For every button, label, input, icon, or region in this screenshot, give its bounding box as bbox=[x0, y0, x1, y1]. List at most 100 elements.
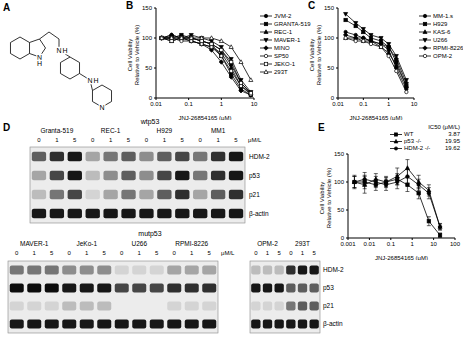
svg-text:5: 5 bbox=[234, 137, 238, 143]
svg-text:5: 5 bbox=[208, 250, 212, 256]
svg-text:H: H bbox=[62, 47, 67, 54]
svg-text:1: 1 bbox=[411, 241, 415, 247]
svg-text:0: 0 bbox=[15, 250, 19, 256]
svg-text:A: A bbox=[3, 2, 10, 13]
svg-text:H929: H929 bbox=[157, 127, 173, 134]
svg-text:0: 0 bbox=[173, 250, 177, 256]
svg-text:0: 0 bbox=[145, 137, 149, 143]
svg-text:0: 0 bbox=[68, 250, 72, 256]
svg-text:p53: p53 bbox=[249, 172, 260, 180]
svg-text:293T: 293T bbox=[295, 240, 310, 247]
svg-text:p21: p21 bbox=[323, 302, 334, 310]
svg-text:5: 5 bbox=[73, 137, 77, 143]
svg-text:RPMI-8226: RPMI-8226 bbox=[175, 240, 208, 247]
svg-text:0.001: 0.001 bbox=[340, 241, 356, 247]
svg-text:Cell Viability: Cell Viability bbox=[127, 39, 133, 72]
svg-text:MM1: MM1 bbox=[211, 127, 226, 134]
svg-text:5: 5 bbox=[127, 137, 131, 143]
svg-text:5: 5 bbox=[50, 250, 54, 256]
svg-text:HDM-2: HDM-2 bbox=[249, 153, 270, 160]
html-text:JVM-2: JVM-2 bbox=[274, 13, 292, 19]
svg-text:OPM-2: OPM-2 bbox=[257, 240, 278, 247]
svg-text:5: 5 bbox=[155, 250, 159, 256]
svg-text:β-actin: β-actin bbox=[323, 320, 343, 328]
svg-text:100: 100 bbox=[334, 179, 345, 185]
svg-text:1: 1 bbox=[85, 250, 89, 256]
svg-text:0: 0 bbox=[199, 137, 203, 143]
svg-text:50: 50 bbox=[337, 207, 344, 213]
svg-text:N: N bbox=[56, 47, 61, 54]
svg-text:5: 5 bbox=[312, 250, 316, 256]
svg-text:1: 1 bbox=[109, 137, 113, 143]
svg-text:β-actin: β-actin bbox=[249, 210, 269, 218]
svg-text:0.01: 0.01 bbox=[364, 241, 376, 247]
svg-text:150: 150 bbox=[142, 5, 153, 11]
svg-text:JNJ-26854165 (μM): JNJ-26854165 (μM) bbox=[349, 115, 402, 120]
svg-text:0: 0 bbox=[331, 95, 335, 101]
svg-text:wtp53: wtp53 bbox=[140, 118, 160, 126]
svg-text:150: 150 bbox=[334, 151, 345, 157]
svg-text:1: 1 bbox=[33, 250, 37, 256]
svg-text:0: 0 bbox=[254, 250, 258, 256]
svg-text:100: 100 bbox=[324, 35, 335, 41]
html-text:GRANTA-519: GRANTA-519 bbox=[274, 21, 311, 27]
svg-text:0.01: 0.01 bbox=[332, 101, 344, 107]
svg-text:5: 5 bbox=[181, 137, 185, 143]
svg-text:0.1: 0.1 bbox=[184, 101, 193, 107]
svg-text:JNJ-26854165 (μM): JNJ-26854165 (μM) bbox=[375, 255, 428, 260]
svg-text:D: D bbox=[3, 122, 10, 133]
svg-text:μM/L: μM/L bbox=[248, 137, 262, 143]
svg-text:0: 0 bbox=[120, 250, 124, 256]
svg-text:1: 1 bbox=[387, 101, 391, 107]
svg-text:10: 10 bbox=[251, 101, 258, 107]
svg-text:N: N bbox=[99, 104, 104, 111]
svg-text:50: 50 bbox=[145, 65, 152, 71]
svg-text:Cell Viability: Cell Viability bbox=[319, 182, 325, 215]
svg-text:MAVER-1: MAVER-1 bbox=[20, 240, 49, 247]
svg-text:1: 1 bbox=[266, 250, 270, 256]
html-text:B: B bbox=[126, 0, 134, 11]
svg-text:0: 0 bbox=[341, 235, 345, 241]
svg-text:H: H bbox=[37, 60, 42, 67]
svg-text:REC-1: REC-1 bbox=[101, 127, 121, 134]
svg-text:1: 1 bbox=[163, 137, 167, 143]
svg-text:U266: U266 bbox=[131, 240, 147, 247]
svg-text:1: 1 bbox=[190, 250, 194, 256]
svg-text:mutp53: mutp53 bbox=[138, 230, 161, 238]
svg-text:50: 50 bbox=[327, 65, 334, 71]
svg-text:JNJ-26854165 (μM): JNJ-26854165 (μM) bbox=[178, 115, 231, 120]
svg-text:μM/L: μM/L bbox=[221, 250, 235, 256]
html-text:E: E bbox=[318, 122, 325, 133]
svg-text:1: 1 bbox=[138, 250, 142, 256]
svg-text:0.1: 0.1 bbox=[359, 101, 368, 107]
svg-text:0.1: 0.1 bbox=[387, 241, 396, 247]
svg-text:1: 1 bbox=[216, 137, 220, 143]
html-text:C: C bbox=[308, 0, 316, 11]
svg-text:Relative to Vehicle (%): Relative to Vehicle (%) bbox=[134, 25, 140, 85]
svg-text:0: 0 bbox=[37, 137, 41, 143]
svg-text:H: H bbox=[93, 77, 98, 84]
svg-text:0.01: 0.01 bbox=[150, 101, 162, 107]
svg-text:100: 100 bbox=[142, 35, 153, 41]
svg-text:100: 100 bbox=[450, 241, 461, 247]
svg-text:JeKo-1: JeKo-1 bbox=[76, 240, 97, 247]
svg-text:5: 5 bbox=[103, 250, 107, 256]
svg-text:0: 0 bbox=[91, 137, 95, 143]
svg-text:p21: p21 bbox=[249, 191, 260, 199]
svg-text:0: 0 bbox=[289, 250, 293, 256]
svg-text:1: 1 bbox=[301, 250, 305, 256]
svg-text:Cell Viability: Cell Viability bbox=[309, 39, 315, 72]
svg-text:150: 150 bbox=[324, 5, 335, 11]
svg-text:Relative to Vehicle (%): Relative to Vehicle (%) bbox=[316, 25, 322, 85]
svg-text:0: 0 bbox=[149, 95, 153, 101]
svg-text:N: N bbox=[87, 77, 92, 84]
svg-text:HDM-2: HDM-2 bbox=[323, 266, 344, 273]
svg-text:Relative to Vehicle (%): Relative to Vehicle (%) bbox=[326, 168, 332, 228]
svg-text:1: 1 bbox=[55, 137, 59, 143]
svg-text:10: 10 bbox=[430, 241, 437, 247]
svg-text:p53: p53 bbox=[323, 284, 334, 292]
svg-text:Granta-519: Granta-519 bbox=[40, 127, 73, 134]
svg-text:1: 1 bbox=[220, 101, 224, 107]
svg-text:5: 5 bbox=[277, 250, 281, 256]
svg-text:10: 10 bbox=[411, 101, 418, 107]
